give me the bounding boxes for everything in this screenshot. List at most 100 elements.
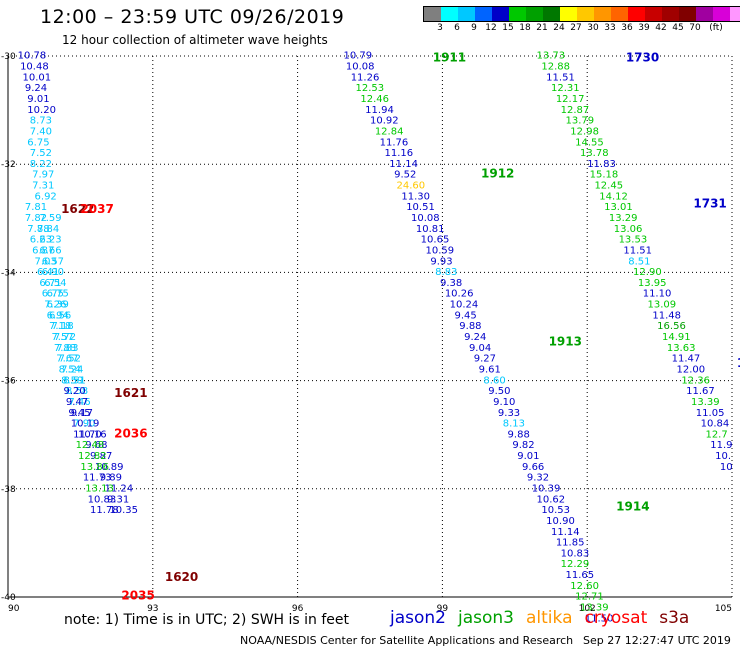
data-label-s3a: 6.75 xyxy=(42,289,64,300)
color-swatch xyxy=(577,7,594,21)
data-label-jason2: 9.66 xyxy=(522,462,544,473)
data-label-jason3: 12.71 xyxy=(575,592,604,603)
data-label-cryosat: 7.24 xyxy=(61,364,83,375)
color-swatch xyxy=(560,7,577,21)
data-label-jason2: 8.13 xyxy=(503,419,525,430)
data-label-cryosat: 7.31 xyxy=(32,181,54,192)
data-label-jason3: 15.18 xyxy=(590,170,619,181)
data-label-s3a: 6.71 xyxy=(39,278,61,289)
pass-time-label: 1912 xyxy=(481,167,514,181)
footer-note: note: 1) Time is in UTC; 2) SWH is in fe… xyxy=(64,612,350,628)
y-tick-label: -34 xyxy=(1,268,16,278)
data-label-s3a: 8.54 xyxy=(59,364,81,375)
pass-time-label: 1914 xyxy=(616,499,649,513)
data-label-jason3: 14.55 xyxy=(575,137,604,148)
data-label-jason3: 12.31 xyxy=(551,83,580,94)
data-label-s3a: 7.18 xyxy=(49,321,71,332)
data-label-jason3: 12.98 xyxy=(570,126,599,137)
credit-line: NOAA/NESDIS Center for Satellite Applica… xyxy=(240,634,574,647)
data-label-jason2: 11.76 xyxy=(380,137,409,148)
data-label-cryosat: 10.16 xyxy=(78,429,107,440)
pass-time-label: 2037 xyxy=(80,202,113,216)
data-label-jason2: 9.93 xyxy=(430,256,452,267)
color-scale-label: 36 xyxy=(621,23,633,33)
data-label-jason2: 9.38 xyxy=(440,278,462,289)
color-scale-label: 70 xyxy=(689,23,701,33)
data-label-cryosat: 6.56 xyxy=(49,310,71,321)
data-label-jason2: 10.90 xyxy=(546,516,575,527)
data-label-jason2: 9.24 xyxy=(464,332,486,343)
color-swatch xyxy=(543,7,560,21)
data-label-cryosat: 7.18 xyxy=(51,321,73,332)
data-label-cryosat: 6.57 xyxy=(42,256,64,267)
data-label-jason2: 8.60 xyxy=(483,375,505,386)
data-label-jason3: 13.39 xyxy=(580,603,609,614)
data-label-cryosat: 7.84 xyxy=(37,224,59,235)
data-label-jason3: 13.73 xyxy=(537,51,566,62)
pass-time-label: 2036 xyxy=(114,426,147,440)
y-tick-label: -30 xyxy=(1,52,16,62)
data-label-jason2: 8.83 xyxy=(435,267,457,278)
color-swatch xyxy=(441,7,458,21)
color-scale-label: 24 xyxy=(553,23,565,33)
data-label-jason3: 13.39 xyxy=(691,397,720,408)
data-label-cryosat: 7.46 xyxy=(68,397,90,408)
data-label-jason3: 11.83 xyxy=(587,159,616,170)
data-label-cryosat: 8.51 xyxy=(64,375,86,386)
data-label-jason2: 9.45 xyxy=(454,310,476,321)
color-swatch xyxy=(526,7,543,21)
legend-item-altika: altika xyxy=(526,608,573,628)
data-label-jason2: 10.08 xyxy=(346,62,375,73)
color-swatch xyxy=(679,7,696,21)
data-label-cryosat: 9.68 xyxy=(85,440,107,451)
data-label-jason2: 10.59 xyxy=(426,245,455,256)
legend-item-jason3: jason3 xyxy=(458,608,514,628)
data-label-cryosat: 9.31 xyxy=(107,494,129,505)
data-label-s3a: 8.59 xyxy=(61,375,83,386)
data-label-s3a: 7.88 xyxy=(54,343,76,354)
color-scale-label: 9 xyxy=(471,23,477,33)
data-label-jason2: 12.53 xyxy=(356,83,385,94)
data-label-s3a: 9.45 xyxy=(68,408,90,419)
data-label-cryosat: 6.92 xyxy=(35,191,57,202)
data-label-jason3: 12.87 xyxy=(561,105,590,116)
data-label-jason2: 10.26 xyxy=(445,289,474,300)
data-label-s3a: 7.67 xyxy=(56,354,78,365)
data-points: 10.7910.0811.2612.5312.4611.9410.9212.84… xyxy=(18,51,733,625)
y-tick-label: -40 xyxy=(1,593,16,603)
color-scale-label: 42 xyxy=(655,23,667,33)
color-scale-label: 21 xyxy=(536,23,548,33)
data-label-jason2: 11.16 xyxy=(384,148,413,159)
data-label-cryosat: 6.54 xyxy=(44,278,66,289)
color-scale-label: 12 xyxy=(485,23,497,33)
data-label-jason3: 13.53 xyxy=(619,235,648,246)
y-tick-label: -36 xyxy=(1,377,16,387)
data-label-s3a: 7.26 xyxy=(44,300,66,311)
data-label-cryosat: 6.75 xyxy=(27,137,49,148)
y-tick-label: -38 xyxy=(1,485,16,495)
data-label-cryosat: 7.52 xyxy=(59,354,81,365)
data-label-jason2: 10.39 xyxy=(532,484,561,495)
data-label-jason2: 9.50 xyxy=(488,386,510,397)
color-swatch xyxy=(628,7,645,21)
data-label-cryosat: 8.58 xyxy=(66,386,88,397)
data-label-s3a: 7.57 xyxy=(51,332,73,343)
data-label-jason3: 13.01 xyxy=(604,202,633,213)
data-label-cryosat: 9.01 xyxy=(27,94,49,105)
color-scale-label: 18 xyxy=(519,23,531,33)
data-label-jason2: 9.10 xyxy=(493,397,515,408)
chart-title: 12:00 – 23:59 UTC 09/26/2019 xyxy=(40,6,345,28)
data-label-jason3: 12.90 xyxy=(633,267,662,278)
data-label-s3a: 6.23 xyxy=(30,235,52,246)
pass-time-label: 2035 xyxy=(121,589,154,603)
data-label-jason2: 9.61 xyxy=(479,364,501,375)
legend-item-cryosat: cryosat xyxy=(584,608,648,628)
pass-time-label: 1913 xyxy=(549,334,582,348)
data-label-jason3: 10.84 xyxy=(701,419,730,430)
data-label-cryosat: 7.97 xyxy=(32,170,54,181)
data-label-cryosat: 6.66 xyxy=(39,245,61,256)
data-label-s3a: 9.20 xyxy=(64,386,86,397)
data-label-s3a: 7.82 xyxy=(25,213,47,224)
